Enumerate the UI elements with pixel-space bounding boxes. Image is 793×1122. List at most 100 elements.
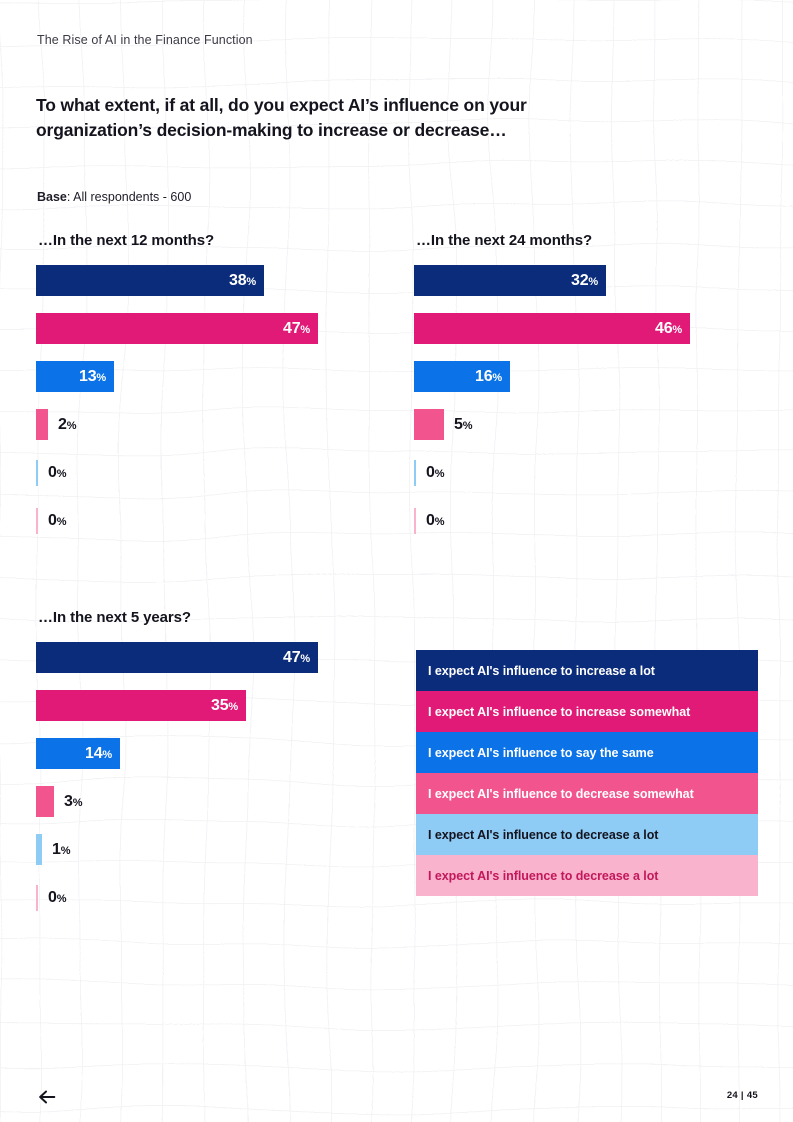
percent-sign: % bbox=[672, 323, 682, 336]
bar bbox=[36, 459, 38, 486]
chart-title: …In the next 5 years? bbox=[38, 609, 191, 626]
bar-value-label: 0% bbox=[426, 511, 445, 529]
bar-row: 47% bbox=[36, 642, 396, 673]
bar: 38% bbox=[36, 265, 264, 296]
page-title: To what extent, if at all, do you expect… bbox=[36, 95, 527, 140]
bar-value-label: 16% bbox=[475, 367, 502, 385]
bar-row: 38% bbox=[36, 265, 396, 296]
bar-row: 0% bbox=[36, 882, 396, 913]
bar-value-label: 14% bbox=[85, 744, 112, 762]
legend-item: I expect AI's influence to decrease a lo… bbox=[416, 855, 758, 896]
percent-sign: % bbox=[56, 515, 67, 528]
bar bbox=[414, 459, 416, 486]
bar-value-label: 5% bbox=[454, 415, 473, 433]
document-title: The Rise of AI in the Finance Function bbox=[37, 33, 253, 47]
legend-item-label: I expect AI's influence to say the same bbox=[428, 745, 654, 760]
bar-value-label: 0% bbox=[426, 463, 445, 481]
bar: 35% bbox=[36, 690, 246, 721]
bar-value-label: 0% bbox=[48, 463, 67, 481]
bar: 14% bbox=[36, 738, 120, 769]
chart-title: …In the next 24 months? bbox=[416, 232, 593, 249]
bar-row: 13% bbox=[36, 361, 396, 392]
bar-value-label: 1% bbox=[52, 840, 71, 858]
bar-row: 1% bbox=[36, 834, 396, 865]
percent-sign: % bbox=[66, 419, 77, 432]
bar-value-label: 0% bbox=[48, 888, 67, 906]
bar bbox=[36, 834, 42, 865]
bar-value-label: 2% bbox=[58, 415, 77, 433]
base-label: Base bbox=[37, 190, 67, 204]
chart-next-5-years: …In the next 5 years? 47% 35% 14% 3% 1% 0% bbox=[36, 609, 396, 930]
bar: 47% bbox=[36, 313, 318, 344]
percent-sign: % bbox=[300, 652, 310, 665]
bar: 46% bbox=[414, 313, 690, 344]
legend-item-label: I expect AI's influence to increase a lo… bbox=[428, 663, 655, 678]
legend-item-label: I expect AI's influence to decrease a lo… bbox=[428, 868, 659, 883]
bar bbox=[414, 507, 416, 534]
bar: 32% bbox=[414, 265, 606, 296]
bar-row: 35% bbox=[36, 690, 396, 721]
base-value: : All respondents - 600 bbox=[66, 190, 192, 204]
chart-title: …In the next 12 months? bbox=[38, 232, 215, 249]
bar-value-label: 47% bbox=[283, 319, 310, 337]
percent-sign: % bbox=[60, 844, 71, 857]
bar-value-label: 38% bbox=[229, 271, 256, 289]
percent-sign: % bbox=[300, 323, 310, 336]
legend-item: I expect AI's influence to increase some… bbox=[416, 691, 758, 732]
bar-row: 3% bbox=[36, 786, 396, 817]
percent-sign: % bbox=[56, 892, 67, 905]
page-number: 24 | 45 bbox=[726, 1090, 758, 1101]
bar-list: 38% 47% 13% 2% 0% 0% bbox=[36, 265, 396, 536]
bar bbox=[36, 786, 54, 817]
base-note: Base: All respondents - 600 bbox=[37, 190, 191, 204]
bar-value-label: 47% bbox=[283, 648, 310, 666]
bar-row: 16% bbox=[414, 361, 774, 392]
bar-row: 14% bbox=[36, 738, 396, 769]
legend-item: I expect AI's influence to increase a lo… bbox=[416, 650, 758, 691]
bar-value-label: 3% bbox=[64, 792, 83, 810]
chart-next-24-months: …In the next 24 months? 32% 46% 16% 5% 0% 0% bbox=[414, 232, 774, 553]
bar bbox=[414, 409, 444, 440]
bar bbox=[36, 409, 48, 440]
bar-list: 32% 46% 16% 5% 0% 0% bbox=[414, 265, 774, 536]
bar-row: 2% bbox=[36, 409, 396, 440]
bar-row: 0% bbox=[414, 457, 774, 488]
arrow-left-icon[interactable] bbox=[36, 1086, 58, 1108]
bar-value-label: 46% bbox=[655, 319, 682, 337]
legend-item: I expect AI's influence to decrease a lo… bbox=[416, 814, 758, 855]
percent-sign: % bbox=[492, 371, 502, 384]
legend-item-label: I expect AI's influence to decrease a lo… bbox=[428, 827, 659, 842]
percent-sign: % bbox=[96, 371, 106, 384]
bar: 47% bbox=[36, 642, 318, 673]
bar-value-label: 32% bbox=[571, 271, 598, 289]
bar-value-label: 0% bbox=[48, 511, 67, 529]
percent-sign: % bbox=[434, 515, 445, 528]
bar-value-label: 35% bbox=[211, 696, 238, 714]
chart-next-12-months: …In the next 12 months? 38% 47% 13% 2% 0% 0% bbox=[36, 232, 396, 553]
percent-sign: % bbox=[72, 796, 83, 809]
bar-row: 47% bbox=[36, 313, 396, 344]
bar bbox=[36, 507, 38, 534]
legend: I expect AI's influence to increase a lo… bbox=[416, 650, 758, 896]
bar-row: 5% bbox=[414, 409, 774, 440]
percent-sign: % bbox=[434, 467, 445, 480]
percent-sign: % bbox=[102, 748, 112, 761]
bar: 13% bbox=[36, 361, 114, 392]
legend-item: I expect AI's influence to decrease some… bbox=[416, 773, 758, 814]
legend-item: I expect AI's influence to say the same bbox=[416, 732, 758, 773]
percent-sign: % bbox=[228, 700, 238, 713]
legend-item-label: I expect AI's influence to decrease some… bbox=[428, 786, 694, 801]
bar-value-label: 13% bbox=[79, 367, 106, 385]
percent-sign: % bbox=[246, 275, 256, 288]
bar: 16% bbox=[414, 361, 510, 392]
bar-row: 32% bbox=[414, 265, 774, 296]
bar bbox=[36, 884, 38, 911]
bar-row: 0% bbox=[36, 457, 396, 488]
bar-row: 0% bbox=[414, 505, 774, 536]
percent-sign: % bbox=[56, 467, 67, 480]
legend-item-label: I expect AI's influence to increase some… bbox=[428, 704, 691, 719]
percent-sign: % bbox=[462, 419, 473, 432]
bar-row: 0% bbox=[36, 505, 396, 536]
